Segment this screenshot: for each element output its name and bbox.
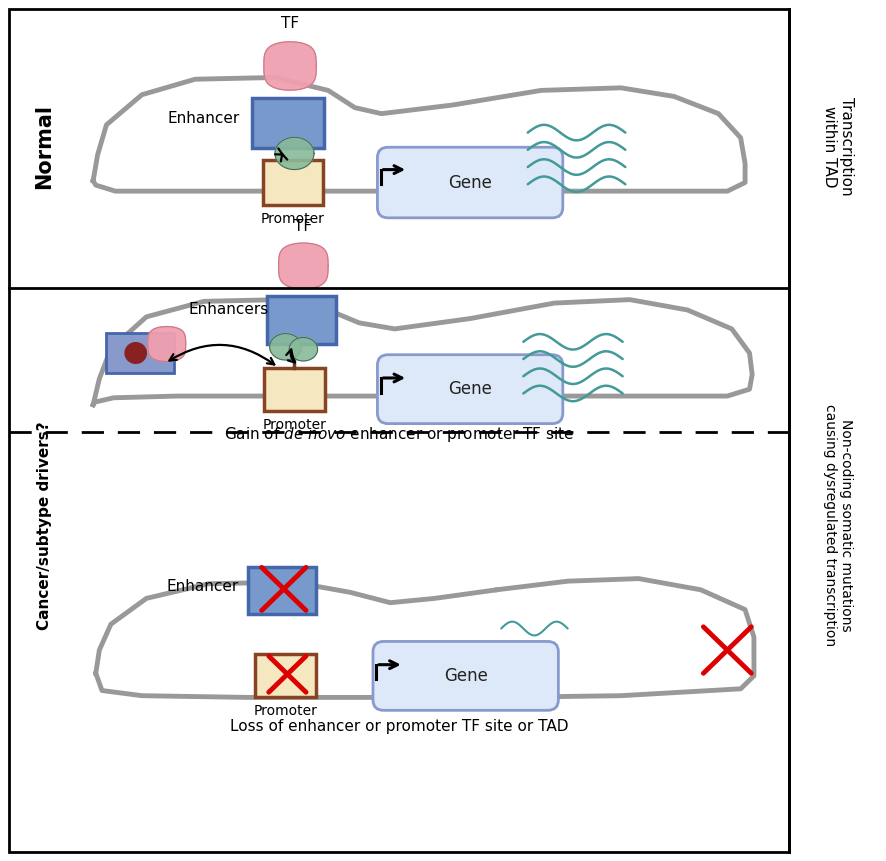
- FancyBboxPatch shape: [248, 567, 315, 614]
- Text: TF: TF: [294, 220, 312, 234]
- Text: Enhancer: Enhancer: [167, 111, 240, 127]
- Bar: [264, 368, 324, 411]
- Text: Loss of enhancer or promoter TF site or TAD: Loss of enhancer or promoter TF site or …: [229, 719, 568, 734]
- FancyBboxPatch shape: [267, 296, 336, 344]
- Text: Gene: Gene: [443, 667, 487, 684]
- Polygon shape: [275, 138, 314, 170]
- Bar: [9, 9, 789, 852]
- Text: Gene: Gene: [447, 381, 492, 398]
- Text: Promoter: Promoter: [262, 418, 326, 431]
- FancyBboxPatch shape: [377, 147, 562, 218]
- Text: Promoter: Promoter: [253, 704, 317, 718]
- Text: Gene: Gene: [447, 174, 492, 191]
- Text: Enhancer: Enhancer: [166, 579, 238, 594]
- FancyBboxPatch shape: [377, 355, 562, 424]
- Text: Promoter: Promoter: [260, 212, 324, 226]
- Circle shape: [125, 343, 146, 363]
- FancyBboxPatch shape: [372, 641, 558, 710]
- Text: Cancer/subtype drivers?: Cancer/subtype drivers?: [37, 421, 51, 629]
- Text: TF: TF: [281, 16, 299, 31]
- Polygon shape: [278, 243, 328, 288]
- Text: Enhancers: Enhancers: [189, 302, 268, 318]
- Bar: [106, 333, 174, 373]
- Bar: [262, 160, 323, 205]
- Bar: [255, 654, 315, 697]
- Text: Non-coding somatic mutations
causing dysregulated transcription: Non-coding somatic mutations causing dys…: [822, 404, 852, 647]
- Polygon shape: [269, 334, 301, 360]
- Text: Normal: Normal: [35, 104, 54, 189]
- Text: Transcription
within TAD: Transcription within TAD: [821, 97, 853, 195]
- Text: Gain of $\it{de\ novo}$ enhancer or promoter TF site: Gain of $\it{de\ novo}$ enhancer or prom…: [223, 425, 574, 444]
- FancyBboxPatch shape: [252, 98, 324, 148]
- Polygon shape: [148, 326, 185, 362]
- Polygon shape: [289, 338, 317, 361]
- Polygon shape: [263, 42, 316, 90]
